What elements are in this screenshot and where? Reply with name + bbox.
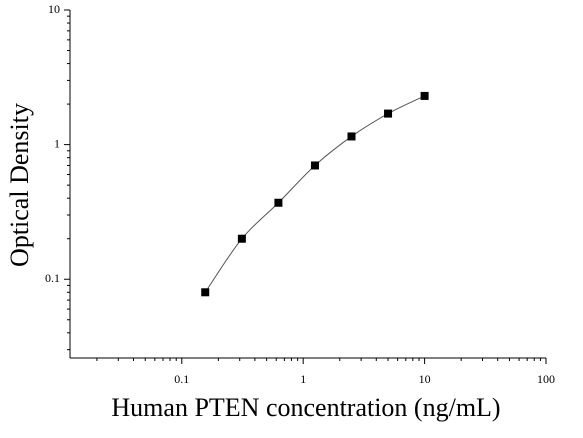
- x-tick-label: 1: [300, 372, 306, 386]
- data-point: [420, 91, 429, 100]
- fit-curve: [204, 95, 425, 293]
- data-point: [237, 234, 246, 243]
- y-tick-label: 10: [48, 2, 60, 16]
- x-tick-label: 10: [419, 372, 431, 386]
- x-axis-title: Human PTEN concentration (ng/mL): [111, 393, 500, 422]
- x-tick-label: 0.1: [174, 372, 189, 386]
- data-point: [384, 109, 393, 118]
- data-point: [310, 161, 319, 170]
- y-tick-label: 1: [54, 136, 60, 150]
- data-point: [347, 132, 356, 141]
- y-tick-label: 0.1: [45, 271, 60, 285]
- x-tick-label: 100: [537, 372, 555, 386]
- data-point: [274, 198, 283, 207]
- data-point: [201, 288, 210, 297]
- y-axis-title: Optical Density: [5, 103, 34, 267]
